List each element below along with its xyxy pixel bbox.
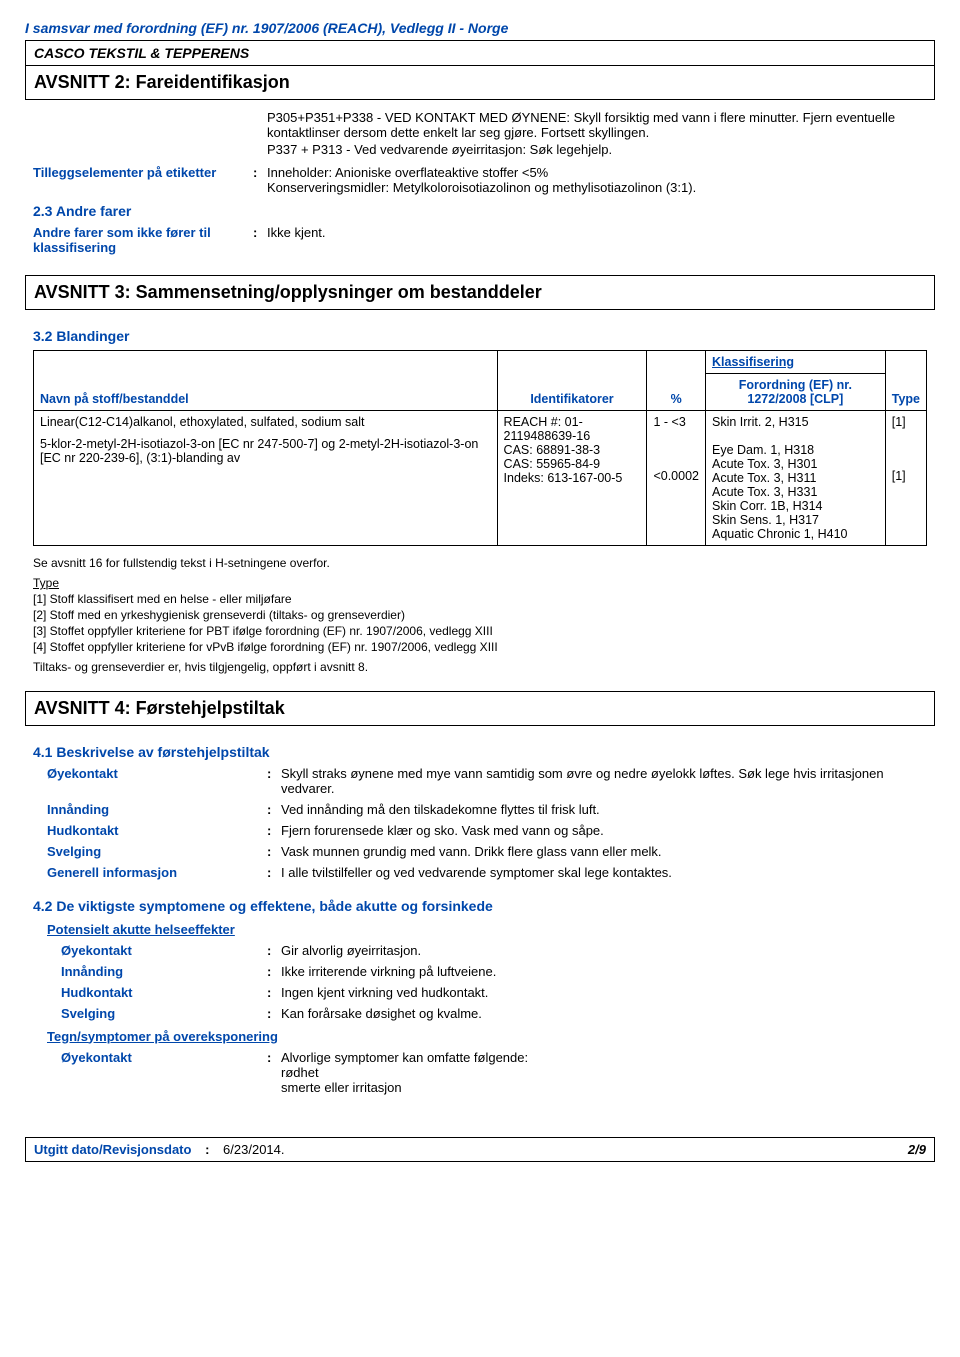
type-note-4: [4] Stoffet oppfyller kriteriene for vPv… [33,640,927,654]
ingestion-label: Svelging [47,844,267,859]
col-klass: Klassifisering [706,351,886,374]
inhalation-label: Innånding [47,802,267,817]
skin-contact-label: Hudkontakt [47,823,267,838]
colon: : [253,165,267,195]
overexposure-heading: Tegn/symptomer på overeksponering [47,1029,927,1044]
footer-page: 2/9 [908,1142,926,1157]
general-info-value: I alle tvilstilfeller og ved vedvarende … [281,865,927,880]
p-statement-1: P305+P351+P338 - VED KONTAKT MED ØYNENE:… [267,110,927,140]
acute-skin-value: Ingen kjent virkning ved hudkontakt. [281,985,927,1000]
acute-skin-label: Hudkontakt [61,985,267,1000]
substance-id-1: REACH #: 01-2119488639-16 CAS: 68891-38-… [504,415,641,457]
other-hazards-heading: 2.3 Andre farer [33,203,927,219]
section-4-1-heading: 4.1 Beskrivelse av førstehjelpstiltak [33,744,927,760]
footer-bar: Utgitt dato/Revisjonsdato : 6/23/2014. 2… [25,1137,935,1162]
overexp-eye-label: Øyekontakt [61,1050,267,1095]
substance-name-1: Linear(C12-C14)alkanol, ethoxylated, sul… [40,415,491,429]
substance-klass-2: Acute Tox. 3, H301 Acute Tox. 3, H311 Ac… [712,457,879,541]
acute-inhalation-value: Ikke irriterende virkning på luftveiene. [281,964,927,979]
overexp-eye-value: Alvorlige symptomer kan omfatte følgende… [281,1050,927,1095]
type-note-2: [2] Stoff med en yrkeshygienisk grenseve… [33,608,927,622]
substance-pct-2: <0.0002 [653,469,699,483]
col-reg: Forordning (EF) nr. 1272/2008 [CLP] [706,374,886,411]
composition-table: Navn på stoff/bestanddel Identifikatorer… [33,350,927,546]
ingestion-value: Vask munnen grundig med vann. Drikk fler… [281,844,927,859]
col-pct: % [647,351,706,411]
acute-ingestion-value: Kan forårsake døsighet og kvalme. [281,1006,927,1021]
label-elements-value: Inneholder: Anioniske overflateaktive st… [267,165,927,195]
footer-label: Utgitt dato/Revisjonsdato [34,1142,191,1157]
substance-klass-1: Skin Irrit. 2, H315 Eye Dam. 1, H318 [712,415,879,457]
section-4-2-heading: 4.2 De viktigste symptomene og effektene… [33,898,927,914]
col-name: Navn på stoff/bestanddel [34,351,498,411]
other-hazards-label: Andre farer som ikke fører til klassifis… [33,225,253,255]
type-note-1: [1] Stoff klassifisert med en helse - el… [33,592,927,606]
eye-contact-value: Skyll straks øynene med mye vann samtidi… [281,766,927,796]
colon: : [253,225,267,255]
acute-eye-label: Øyekontakt [61,943,267,958]
eye-contact-label: Øyekontakt [47,766,267,796]
acute-effects-heading: Potensielt akutte helseeffekter [47,922,927,937]
col-id: Identifikatorer [497,351,647,411]
section-3-header: AVSNITT 3: Sammensetning/opplysninger om… [25,275,935,310]
inhalation-value: Ved innånding må den tilskadekomne flytt… [281,802,927,817]
acute-eye-value: Gir alvorlig øyeirritasjon. [281,943,927,958]
substance-type-1: [1] [892,415,920,429]
substance-pct-1: 1 - <3 [653,415,699,429]
section-3-subheading: 3.2 Blandinger [33,328,927,344]
skin-contact-value: Fjern forurensede klær og sko. Vask med … [281,823,927,838]
footnote-intro: Se avsnitt 16 for fullstendig tekst i H-… [33,556,927,570]
other-hazards-value: Ikke kjent. [267,225,927,255]
acute-inhalation-label: Innånding [61,964,267,979]
substance-id-2: CAS: 55965-84-9 Indeks: 613-167-00-5 [504,457,641,485]
product-title: CASCO TEKSTIL & TEPPERENS [25,40,935,66]
section-2-header: AVSNITT 2: Fareidentifikasjon [25,65,935,100]
col-type: Type [885,351,926,411]
substance-type-2: [1] [892,469,920,483]
general-info-label: Generell informasjon [47,865,267,880]
section-3-closing: Tiltaks- og grenseverdier er, hvis tilgj… [33,660,927,674]
regulation-header: I samsvar med forordning (EF) nr. 1907/2… [25,20,935,36]
acute-ingestion-label: Svelging [61,1006,267,1021]
section-4-header: AVSNITT 4: Førstehjelpstiltak [25,691,935,726]
type-note-3: [3] Stoffet oppfyller kriteriene for PBT… [33,624,927,638]
footer-date: 6/23/2014. [223,1142,284,1157]
substance-name-2: 5-klor-2-metyl-2H-isotiazol-3-on [EC nr … [40,437,491,465]
label-elements-label: Tilleggselementer på etiketter [33,165,253,195]
type-label: Type [33,576,927,590]
p-statement-2: P337 + P313 - Ved vedvarende øyeirritasj… [267,142,927,157]
